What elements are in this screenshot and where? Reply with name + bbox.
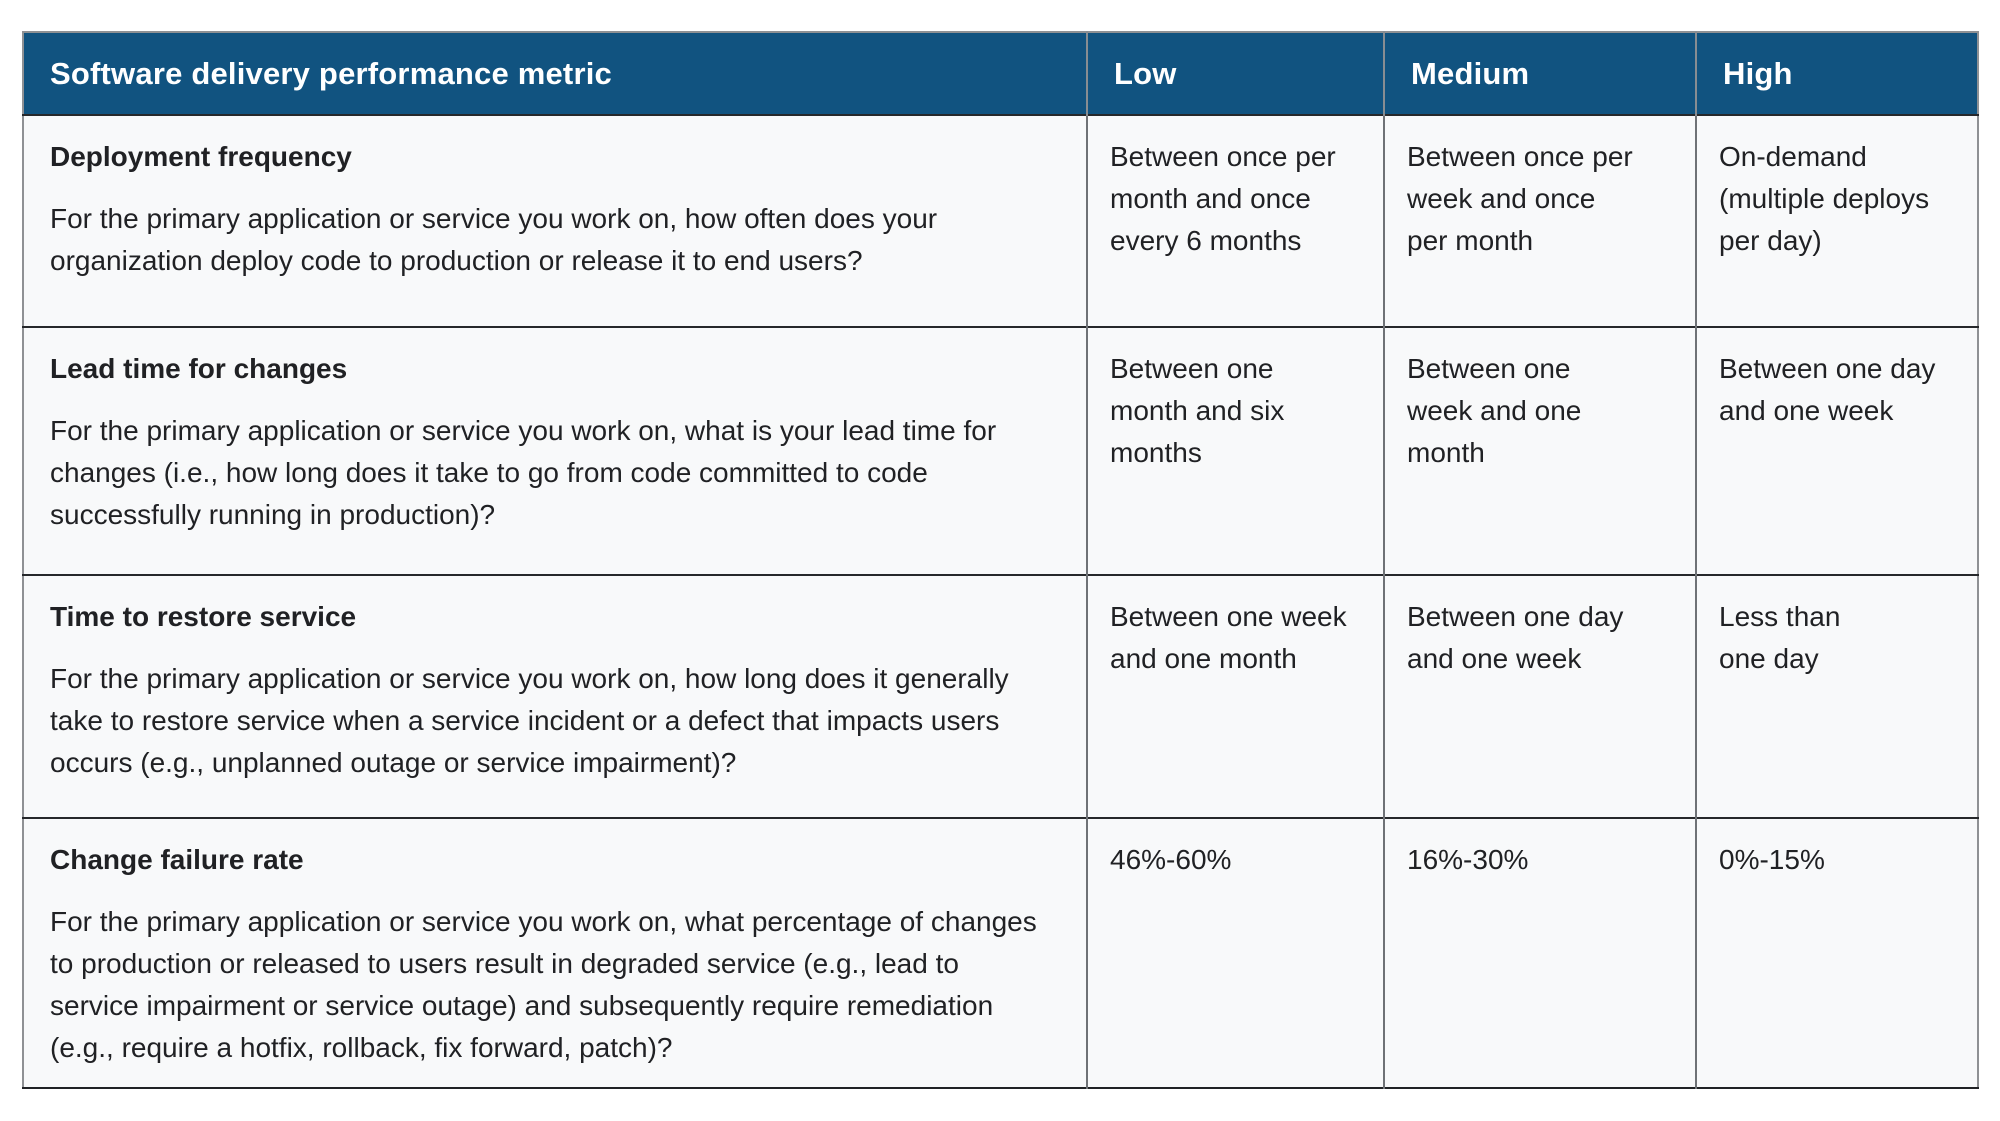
metric-title: Change failure rate <box>50 844 304 875</box>
metric-cell: Change failure rate For the primary appl… <box>23 817 1087 1088</box>
low-value: Between one week and one month <box>1086 574 1384 818</box>
metric-title: Time to restore service <box>50 601 357 632</box>
metric-cell: Time to restore service For the primary … <box>23 574 1087 818</box>
low-value: Between one month and six months <box>1086 326 1384 575</box>
table-row-deployment-frequency: Deployment frequency For the primary app… <box>23 114 1978 327</box>
high-value: On-demand (multiple deploys per day) <box>1695 114 1978 327</box>
header-medium: Medium <box>1383 32 1696 115</box>
medium-value: 16%-30% <box>1383 817 1696 1088</box>
table-row-lead-time-for-changes: Lead time for changes For the primary ap… <box>23 326 1978 575</box>
medium-value: Between one week and one month <box>1383 326 1696 575</box>
header-high: High <box>1695 32 1978 115</box>
high-value: 0%-15% <box>1695 817 1978 1088</box>
metric-description: For the primary application or service y… <box>50 906 1037 1063</box>
software-delivery-performance-table: Software delivery performance metric Low… <box>22 31 1979 1089</box>
high-value: Between one day and one week <box>1695 326 1978 575</box>
table-row-change-failure-rate: Change failure rate For the primary appl… <box>23 817 1978 1088</box>
header-row: Software delivery performance metric Low… <box>23 32 1978 115</box>
metric-cell: Lead time for changes For the primary ap… <box>23 326 1087 575</box>
metrics-table-container: Software delivery performance metric Low… <box>22 31 1979 1089</box>
high-value: Less than one day <box>1695 574 1978 818</box>
header-metric: Software delivery performance metric <box>23 32 1087 115</box>
metric-description: For the primary application or service y… <box>50 663 1009 778</box>
metric-cell: Deployment frequency For the primary app… <box>23 114 1087 327</box>
header-low: Low <box>1086 32 1384 115</box>
metric-description: For the primary application or service y… <box>50 203 938 276</box>
low-value: 46%-60% <box>1086 817 1384 1088</box>
low-value: Between once per month and once every 6 … <box>1086 114 1384 327</box>
medium-value: Between once per week and once per month <box>1383 114 1696 327</box>
table-row-time-to-restore-service: Time to restore service For the primary … <box>23 574 1978 818</box>
metric-title: Lead time for changes <box>50 353 348 384</box>
metric-title: Deployment frequency <box>50 141 352 172</box>
medium-value: Between one day and one week <box>1383 574 1696 818</box>
metric-description: For the primary application or service y… <box>50 415 997 530</box>
